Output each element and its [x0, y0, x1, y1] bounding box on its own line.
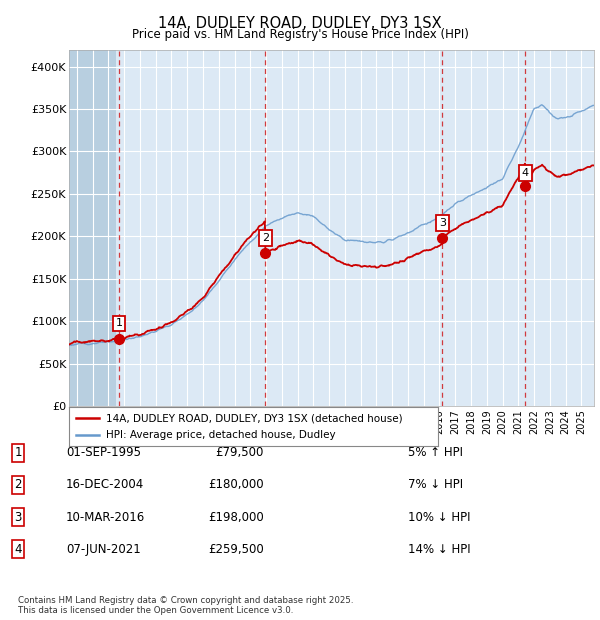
- Text: 01-SEP-1995: 01-SEP-1995: [66, 446, 141, 459]
- Text: 1: 1: [14, 446, 22, 459]
- Text: 3: 3: [439, 218, 446, 228]
- Text: 2: 2: [262, 233, 269, 243]
- Text: £259,500: £259,500: [208, 543, 264, 556]
- Text: HPI: Average price, detached house, Dudley: HPI: Average price, detached house, Dudl…: [106, 430, 335, 440]
- Text: £198,000: £198,000: [208, 511, 264, 523]
- Text: Contains HM Land Registry data © Crown copyright and database right 2025.
This d: Contains HM Land Registry data © Crown c…: [18, 596, 353, 615]
- Text: 4: 4: [521, 168, 529, 178]
- Text: 3: 3: [14, 511, 22, 523]
- Text: 07-JUN-2021: 07-JUN-2021: [66, 543, 141, 556]
- Text: 1: 1: [115, 318, 122, 329]
- Text: £180,000: £180,000: [208, 479, 264, 491]
- Text: 4: 4: [14, 543, 22, 556]
- Text: 10% ↓ HPI: 10% ↓ HPI: [408, 511, 470, 523]
- Text: 14A, DUDLEY ROAD, DUDLEY, DY3 1SX: 14A, DUDLEY ROAD, DUDLEY, DY3 1SX: [158, 16, 442, 30]
- Text: £79,500: £79,500: [215, 446, 264, 459]
- Text: 14% ↓ HPI: 14% ↓ HPI: [408, 543, 470, 556]
- Text: 5% ↑ HPI: 5% ↑ HPI: [408, 446, 463, 459]
- Text: 2: 2: [14, 479, 22, 491]
- Text: 7% ↓ HPI: 7% ↓ HPI: [408, 479, 463, 491]
- Text: 16-DEC-2004: 16-DEC-2004: [66, 479, 144, 491]
- Text: Price paid vs. HM Land Registry's House Price Index (HPI): Price paid vs. HM Land Registry's House …: [131, 28, 469, 41]
- Text: 14A, DUDLEY ROAD, DUDLEY, DY3 1SX (detached house): 14A, DUDLEY ROAD, DUDLEY, DY3 1SX (detac…: [106, 414, 403, 423]
- Text: 10-MAR-2016: 10-MAR-2016: [66, 511, 145, 523]
